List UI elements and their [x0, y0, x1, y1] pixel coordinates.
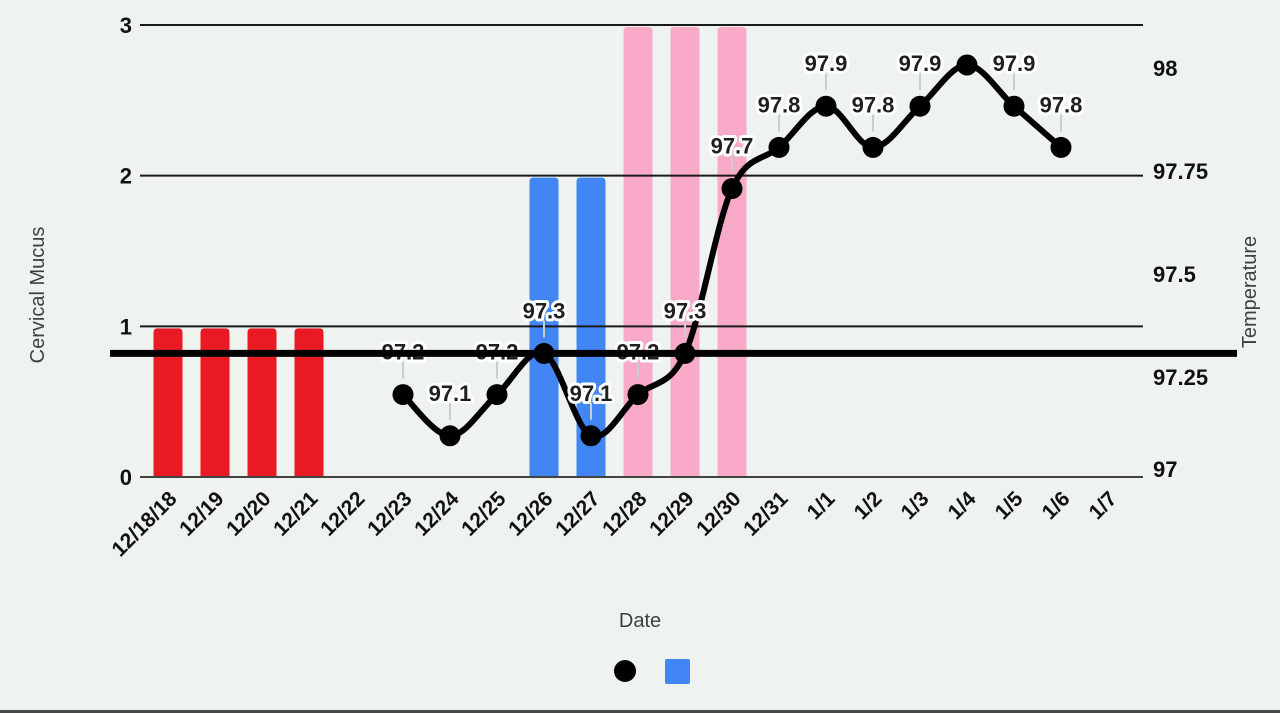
mucus-bar[interactable] [294, 328, 324, 476]
temperature-point[interactable] [580, 425, 602, 447]
right-axis-title: Temperature [1239, 236, 1261, 348]
window-bottom-edge [0, 710, 1280, 713]
mucus-bar[interactable] [717, 27, 747, 476]
right-axis-tick-label: 98 [1153, 56, 1177, 81]
temperature-point[interactable] [486, 384, 508, 406]
left-axis-title: Cervical Mucus [27, 227, 49, 364]
date-tick-label: 12/25 [457, 487, 511, 541]
date-tick-label: 12/21 [269, 487, 323, 541]
temperature-point[interactable] [439, 425, 461, 447]
date-tick-label: 12/28 [598, 487, 652, 541]
date-tick-label: 12/27 [551, 487, 604, 540]
date-tick-label: 1/1 [803, 487, 840, 524]
date-tick-label: 1/3 [897, 487, 934, 524]
temperature-value-label: 97.9 [993, 51, 1036, 76]
date-tick-label: 12/19 [175, 487, 228, 540]
temperature-value-label: 97.8 [1040, 92, 1083, 117]
left-axis-tick-label: 3 [120, 13, 132, 38]
legend [614, 659, 690, 684]
date-tick-label: 12/24 [410, 487, 464, 541]
temperature-point[interactable] [721, 178, 743, 200]
x-axis-title: Date [619, 610, 661, 632]
temperature-value-label: 97.3 [664, 298, 707, 323]
temperature-value-label: 97.7 [711, 134, 754, 159]
temperature-value-label: 97.1 [570, 381, 613, 406]
temperature-point[interactable] [392, 384, 414, 406]
date-tick-label: 12/26 [504, 487, 557, 540]
temperature-value-label: 97.1 [429, 381, 472, 406]
left-axis-tick-label: 0 [120, 465, 132, 490]
temperature-point[interactable] [627, 384, 649, 406]
date-tick-label: 1/7 [1085, 487, 1122, 524]
right-axis-tick-label: 97.25 [1153, 365, 1208, 390]
temperature-series-group [392, 54, 1072, 447]
temperature-point[interactable] [909, 95, 931, 117]
temperature-point[interactable] [815, 95, 837, 117]
legend-mucus-marker[interactable] [665, 659, 690, 684]
mucus-bar[interactable] [623, 27, 653, 476]
gridlines-group [140, 24, 1143, 478]
right-axis-tick-label: 97.75 [1153, 159, 1208, 184]
date-tick-label: 12/18/18 [107, 487, 181, 561]
date-tick-label: 12/23 [363, 487, 416, 540]
temperature-point[interactable] [862, 136, 884, 158]
temperature-value-label: 97.9 [805, 51, 848, 76]
mucus-bar[interactable] [200, 328, 230, 476]
temperature-point[interactable] [956, 54, 978, 76]
date-tick-label: 12/30 [692, 487, 745, 540]
temperature-point[interactable] [768, 136, 790, 158]
date-tick-label: 1/5 [991, 487, 1028, 524]
date-tick-label: 1/6 [1038, 487, 1075, 524]
date-tick-label: 12/20 [222, 487, 275, 540]
legend-temperature-marker[interactable] [614, 660, 636, 682]
temperature-value-label: 97.9 [899, 51, 942, 76]
temperature-line [400, 61, 1063, 440]
left-axis-tick-label: 1 [120, 314, 132, 339]
mucus-bar[interactable] [153, 328, 183, 476]
right-axis-tick-label: 97 [1153, 457, 1177, 482]
date-tick-label: 12/29 [645, 487, 698, 540]
left-axis-tick-label: 2 [120, 164, 132, 189]
temperature-value-label: 97.3 [523, 298, 566, 323]
temperature-point[interactable] [1050, 136, 1072, 158]
temperature-annotations-group: 97.297.197.297.397.197.297.397.797.897.9… [379, 48, 1085, 420]
temperature-point[interactable] [1003, 95, 1025, 117]
right-axis-tick-label: 97.5 [1153, 262, 1196, 287]
date-tick-label: 12/22 [316, 487, 369, 540]
temperature-value-label: 97.8 [852, 92, 895, 117]
mucus-bar[interactable] [247, 328, 277, 476]
date-tick-label: 1/2 [850, 487, 887, 524]
date-tick-label: 1/4 [944, 487, 981, 524]
date-tick-label: 12/31 [739, 487, 793, 541]
mucus-bar[interactable] [670, 27, 700, 476]
temperature-value-label: 97.8 [758, 92, 801, 117]
